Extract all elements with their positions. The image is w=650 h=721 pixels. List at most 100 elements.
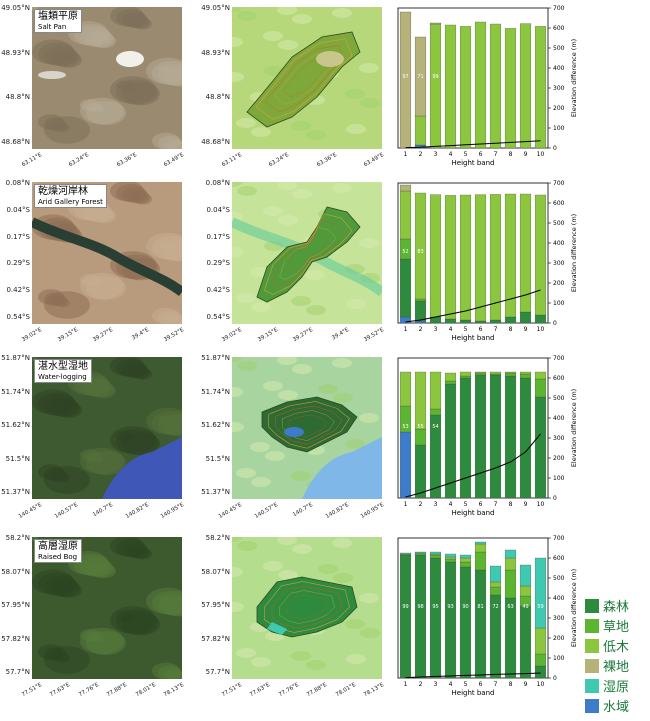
bar-segment-forest [459,377,472,499]
x-tick-label: 1 [404,151,408,158]
bar-segment-shrub [399,190,412,240]
x-tick-label: 2 [419,681,423,688]
elevation-line [405,433,541,498]
bar-segment-grassland [504,372,517,377]
site-title-cn: 乾燥河岸林 [38,186,88,197]
lat-tick: 0.54°S [6,313,30,321]
y-tick-label: 300 [553,615,565,622]
lon-tick: 140.45°E [217,502,243,520]
lat-tick: 57.7°N [5,668,30,676]
y-tick-label: 600 [553,375,565,382]
lat-tick: 51.37°N [1,488,30,496]
y-axis-label: Elevation difference (m) [570,569,578,647]
bar-segment-water [414,320,427,324]
landcover-map [222,2,382,149]
legend-label: 水域 [603,700,630,715]
x-tick-label: 6 [479,326,483,333]
site-title-en: Water-logging [38,372,87,381]
legend-swatch [585,678,599,693]
legend-item: 草地 [585,616,647,635]
lat-tick: 51.62°N [201,421,230,429]
x-tick-label: 3 [434,326,438,333]
y-tick-label: 100 [553,655,565,662]
legend-label: 裸地 [603,660,630,675]
bar-segment-forest [399,258,412,318]
bar-segment-wetland [474,541,487,545]
legend: 森林 草地 低木 裸地 湿原 水域 [585,596,647,716]
legend-swatch [585,618,599,633]
lon-tick: 140.7°E [91,502,114,519]
lon-tick: 63.11°E [220,152,243,169]
lat-tick: 0.04°S [206,205,230,214]
bar-segment-forest [444,383,457,499]
lat-tick: 51.5°N [5,454,30,463]
bar-segment-shrub [429,194,442,318]
bar-segment-forest [399,554,412,679]
lat-tick: 48.8°N [205,93,230,102]
bar-segment-shrub [504,28,517,149]
bar-segment-wetland [489,565,502,583]
x-tick-label: 10 [537,501,545,508]
bar-segment-bare [399,184,412,192]
x-axis-label: Height band [452,509,495,517]
lon-tick: 39.4°E [330,327,350,342]
bar-segment-shrub [414,192,427,300]
bar-data-label: 99 [402,604,408,610]
bar-segment-shrub [474,543,487,553]
site-label: 高層湿原 Raised Bog [34,539,82,563]
lon-tick: 39.02°E [220,327,243,344]
lat-tick: 0.04°S [6,205,30,214]
bar-segment-shrub [429,23,442,149]
bar-segment-shrub [519,585,532,597]
lat-tick: 57.95°N [1,601,30,609]
x-tick-label: 6 [479,501,483,508]
site-title-cn: 高層湿原 [38,541,78,552]
bar-segment-forest [489,319,502,324]
site-label: 乾燥河岸林 Arid Gallery Forest [34,184,107,208]
elevation-line [405,140,541,149]
x-tick-label: 2 [419,151,423,158]
lat-tick: 57.7°N [205,668,230,676]
y-tick-label: 700 [553,535,565,542]
x-tick-label: 9 [524,326,528,333]
bar-segment-shrub [429,553,442,556]
bar-segment-shrub [459,557,472,563]
y-tick-label: 300 [553,260,565,267]
bar-segment-water [399,431,412,499]
bar-segment-forest [414,554,427,679]
lat-tick: 49.05°N [1,4,30,12]
bar-segment-shrub [414,371,427,430]
landcover-map [222,532,382,679]
y-tick-label: 700 [553,180,565,187]
legend-swatch [585,598,599,613]
lat-tick: 58.2°N [205,534,230,542]
lon-tick: 140.57°E [53,502,79,520]
x-axis-label: Height band [452,334,495,342]
legend-label: 低木 [603,640,630,655]
x-tick-label: 4 [449,501,453,508]
x-tick-label: 10 [537,326,545,333]
bar-data-label: 81 [477,604,483,610]
bar-data-label: 63 [507,604,513,610]
lat-tick: 48.68°N [201,138,230,146]
site-label: 湛水型湿地 Water-logging [34,359,92,383]
bar-segment-shrub [534,627,547,655]
lat-tick: 49.05°N [201,4,230,12]
elevation-line [405,672,541,679]
y-tick-label: 200 [553,280,565,287]
legend-item: 裸地 [585,656,647,675]
figure-row: 乾燥河岸林 Arid Gallery Forest 0.08°N 0.04°S 0.17… [0,177,650,358]
x-tick-label: 1 [404,681,408,688]
bar-segment-forest [519,311,532,324]
x-tick-label: 9 [524,151,528,158]
bar-segment-shrub [459,194,472,321]
bar-segment-forest [459,566,472,679]
elevation-bar-chart: 1 2 3 4 5 6 7 8 9 10 53 55 54 0 100 200 300 400 500 600 700 H… [397,355,578,517]
lat-tick: 51.37°N [201,488,230,496]
bar-segment-shrub [504,371,517,374]
bar-segment-forest [534,396,547,499]
y-tick-label: 200 [553,455,565,462]
y-tick-label: 400 [553,240,565,247]
bar-segment-grassland [459,375,472,379]
y-tick-label: 500 [553,45,565,52]
